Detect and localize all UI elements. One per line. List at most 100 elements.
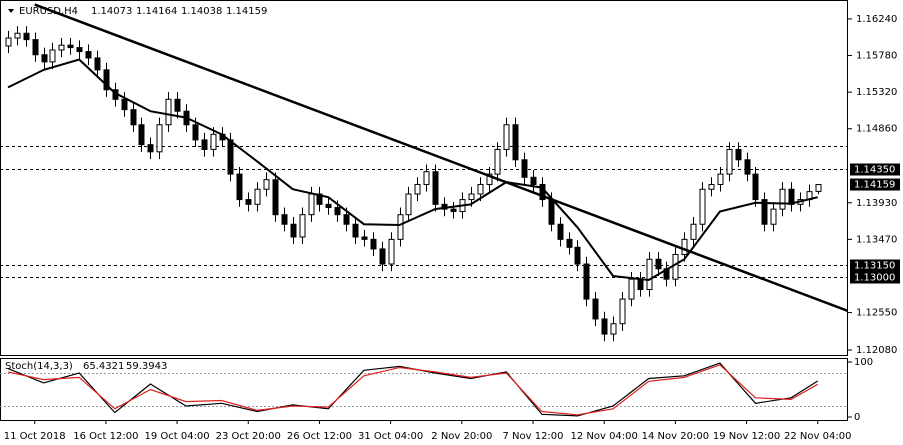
candle [583,256,590,307]
candle [85,44,92,66]
candle [735,142,742,167]
candle [32,32,39,62]
candle-body [41,54,48,63]
candle [370,232,377,257]
candle [352,217,359,245]
x-tick-label: 19 Nov 12:00 [713,431,780,442]
candle [94,50,101,78]
candle-body [130,109,137,126]
candle-body [352,223,359,238]
x-tick-label: 19 Oct 04:00 [144,431,209,442]
candle [414,177,421,202]
candle-body [388,238,395,265]
candle-body [316,193,323,205]
candle [405,186,412,222]
current-price-box [850,178,900,191]
level-label-box [850,259,900,272]
candle [299,207,306,245]
candle-body [103,69,110,91]
candle [761,192,768,232]
x-tick-label: 7 Nov 12:00 [502,431,563,442]
candle-body [308,193,315,216]
candle-body [655,258,662,270]
candle [512,117,519,167]
candle [121,92,128,117]
candle [201,132,208,157]
header-low: 1.14038 [181,6,222,17]
y-tick-label: 1.13470 [856,234,897,245]
candle [486,166,493,192]
candle [530,170,537,192]
x-tick-label: 23 Oct 20:00 [216,431,281,442]
candle-body [210,133,217,150]
candle-body [94,57,101,71]
candle [610,316,617,342]
candle [156,117,163,159]
candle-body [574,246,581,265]
current-price-label: 1.14159 [854,180,895,191]
candle [726,142,733,182]
candle-body [752,173,759,201]
candle-body [690,223,697,240]
candle-body [299,214,306,238]
candle [566,232,573,255]
candle [521,152,528,185]
y-tick-label: 1.16240 [856,14,897,25]
candle-body [272,179,279,216]
header-open: 1.14073 [91,6,132,17]
x-tick-label: 12 Nov 04:00 [570,431,637,442]
candle [5,30,12,54]
candle-body [477,183,484,195]
candle [717,166,724,192]
candle [263,172,270,197]
level-label: 1.13000 [854,273,895,284]
candle-body [744,159,751,175]
y-tick-label: 1.12080 [856,345,897,356]
candle [130,102,137,132]
candle-body [165,98,172,126]
candle-body [361,236,368,240]
candle-body [521,159,528,178]
candle [138,117,145,152]
candle [23,26,30,47]
x-tick-label: 2 Nov 20:00 [431,431,492,442]
candle [58,38,65,58]
candle-body [405,193,412,216]
candle [316,186,323,212]
candle-body [236,173,243,201]
candle [361,229,368,247]
x-tick-label: 26 Oct 12:00 [287,431,352,442]
candle-body [5,37,12,47]
candle-body [815,184,822,192]
candle [690,217,697,247]
candle-body [32,39,39,56]
candle-body [423,171,430,185]
candle-body [49,49,56,63]
candle-body [468,193,475,201]
candle-body [486,173,493,185]
candle-body [770,208,777,225]
header-high: 1.14164 [136,6,177,17]
candle-body [637,278,644,291]
candle-body [76,47,83,53]
candle-body [503,124,510,150]
menu-arrow[interactable] [8,9,14,13]
candle-body [735,148,742,161]
candle-body [779,188,786,210]
candle [450,201,457,219]
candle [503,117,510,157]
candle [272,172,279,222]
candle-body [290,223,297,238]
x-tick-label: 22 Nov 04:00 [784,431,851,442]
candle-body [85,51,92,59]
candle [281,207,288,232]
candle [770,201,777,232]
candle-body [699,188,706,225]
candle-body [726,148,733,175]
candle [744,152,751,182]
stoch-d-value: 59.3943 [126,361,167,372]
candle [699,182,706,232]
y-tick-label: 1.12550 [856,308,897,319]
candle-body [530,176,537,185]
candle-body [156,124,163,153]
